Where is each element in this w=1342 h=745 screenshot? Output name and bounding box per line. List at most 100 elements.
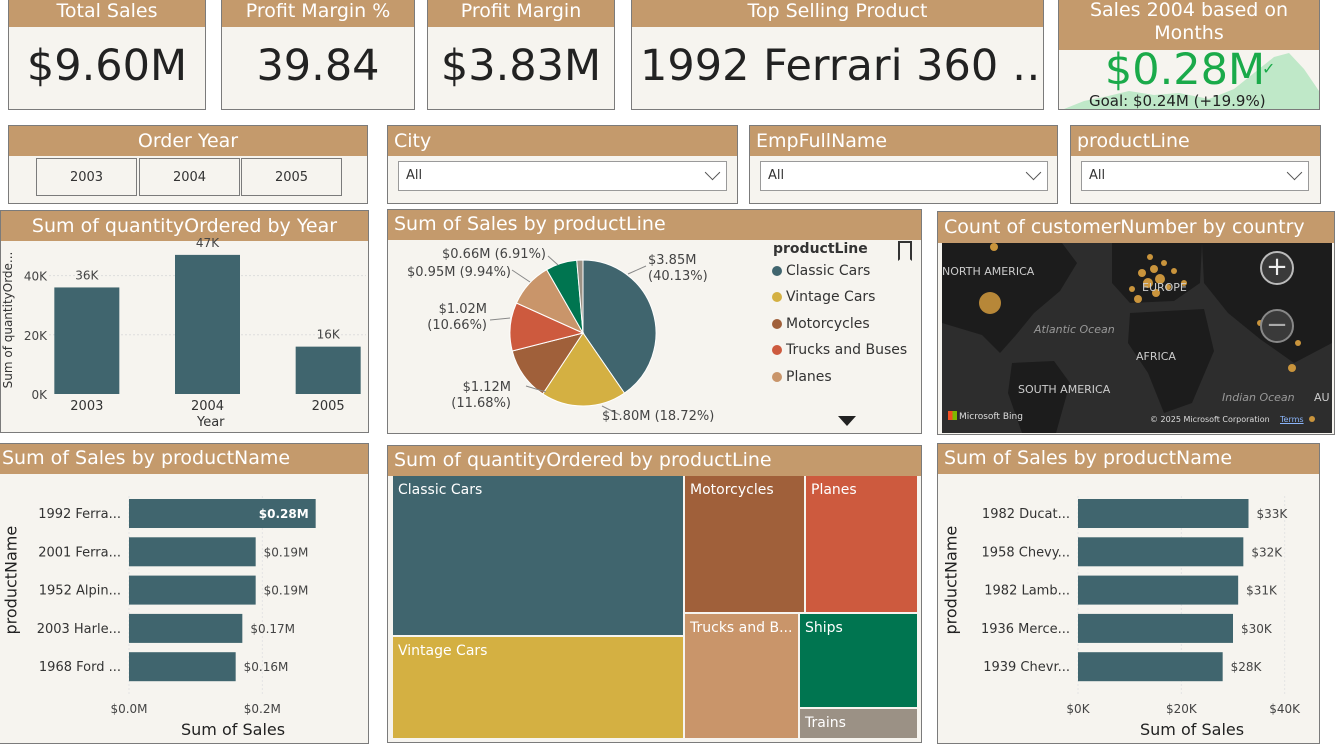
- pie-label: $0.95M (9.94%): [407, 265, 512, 280]
- pie-label: $1.12M (11.68%): [451, 380, 511, 411]
- kpi-title: Sales 2004 based on Months: [1059, 0, 1319, 50]
- treemap-tile-trucks[interactable]: Trucks and B...: [685, 614, 798, 738]
- kpi-title: Total Sales: [9, 0, 205, 27]
- data-label: $0.19M: [264, 545, 309, 559]
- treemap-tile-classic-cars[interactable]: Classic Cars: [393, 476, 683, 635]
- bing-logo: Microsoft Bing: [948, 411, 1023, 422]
- windows-icon: [948, 411, 957, 420]
- pie-slice: [542, 332, 626, 407]
- legend-item: Motorcycles: [772, 316, 870, 332]
- legend-label: Trucks and Buses: [786, 342, 908, 358]
- category-label: 2001 Ferra...: [38, 545, 121, 560]
- leader-line: [489, 317, 511, 321]
- bar: [1078, 499, 1249, 528]
- pie-chart: [489, 255, 657, 416]
- y-tick-label: 40K: [24, 270, 48, 284]
- terms-link[interactable]: Terms: [1280, 415, 1304, 424]
- legend-swatch: [772, 372, 782, 382]
- data-label: 16K: [317, 328, 341, 342]
- map-label: Atlantic Ocean: [1034, 323, 1115, 336]
- legend-label: Motorcycles: [786, 316, 870, 332]
- kpi-goal: Goal: $0.24M (+19.9%): [1089, 92, 1266, 110]
- brand-text: Microsoft Bing: [959, 412, 1023, 422]
- legend-scroll-down-icon[interactable]: [838, 416, 856, 426]
- legend-swatch: [772, 319, 782, 329]
- kpi-value: 39.84: [256, 41, 380, 91]
- category-label: 1939 Chevr...: [983, 660, 1070, 675]
- legend-item: Planes: [772, 369, 832, 385]
- x-tick-label: $0.2M: [244, 702, 281, 716]
- sales-by-product-right-card: Sum of Sales by productName $0K $20K $40K 1…: [937, 443, 1320, 744]
- qty-by-year-card: Sum of quantityOrdered by Year 0K 20K 40K 3…: [0, 210, 369, 433]
- treemap-tile-planes[interactable]: Planes: [806, 476, 917, 612]
- employee-dropdown[interactable]: All: [760, 161, 1048, 191]
- data-label: $0.17M: [250, 622, 295, 636]
- chevron-down-icon: [1286, 164, 1303, 181]
- category-label: 2003 Harle...: [37, 622, 121, 637]
- map-copyright: © 2025 Microsoft Corporation: [1150, 415, 1270, 424]
- zoom-out-button[interactable]: −: [1260, 309, 1294, 343]
- map-label: SOUTH AMERICA: [1018, 383, 1111, 396]
- y-axis-label: productName: [1, 525, 21, 635]
- treemap-tile-ships[interactable]: Ships: [800, 614, 917, 707]
- kpi-value: $3.83M: [440, 41, 602, 91]
- map-canvas[interactable]: NORTH AMERICA EUROPE Atlantic Ocean AFRI…: [942, 243, 1332, 433]
- slicer-title: Order Year: [9, 126, 367, 156]
- category-label: 1968 Ford ...: [39, 660, 121, 675]
- category-label: 1982 Ducat...: [982, 507, 1070, 522]
- map-label: Indian Ocean: [1222, 391, 1295, 404]
- category-label: 1958 Chevy...: [982, 545, 1070, 560]
- legend-label: Planes: [786, 369, 832, 385]
- treemap-tile-vintage-cars[interactable]: Vintage Cars: [393, 637, 683, 738]
- x-axis-label: Sum of Sales: [181, 720, 286, 739]
- dropdown-value: All: [406, 168, 423, 183]
- data-label: $0.28M: [259, 507, 309, 521]
- data-label: 36K: [75, 268, 99, 282]
- chart-title: Sum of quantityOrdered by Year: [1, 211, 368, 241]
- treemap-tile-trains[interactable]: Trains: [800, 709, 917, 738]
- dropdown-value: All: [768, 168, 785, 183]
- kpi-title: Profit Margin: [428, 0, 614, 27]
- map-label: EUROPE: [1142, 281, 1187, 294]
- data-label: $31K: [1246, 584, 1278, 598]
- chevron-down-icon: [704, 164, 721, 181]
- chart-title: Sum of quantityOrdered by productLine: [388, 446, 921, 476]
- x-tick-label: 2003: [70, 399, 103, 414]
- legend-item: Trucks and Buses: [772, 342, 907, 358]
- bar: [1078, 575, 1239, 605]
- city-dropdown[interactable]: All: [398, 161, 727, 191]
- checkmark-icon: ✓: [1262, 59, 1276, 78]
- bar: [129, 575, 256, 605]
- y-axis-label: Sum of quantityOrde...: [1, 251, 15, 389]
- data-label: $33K: [1257, 507, 1289, 521]
- year-button-2003[interactable]: 2003: [36, 158, 137, 196]
- slicer-city: City All: [387, 125, 738, 204]
- x-tick-label: $0.0M: [110, 702, 147, 716]
- y-axis-label: productName: [941, 525, 961, 635]
- year-button-2005[interactable]: 2005: [241, 158, 342, 196]
- kpi-sales-2004: Sales 2004 based on Months $0.28M ✓ Goal…: [1058, 0, 1320, 110]
- legend-swatch: [772, 266, 782, 276]
- leader-line: [525, 385, 547, 393]
- pie-label: $1.02M (10.66%): [427, 302, 487, 333]
- leader-line: [601, 405, 621, 416]
- zoom-in-button[interactable]: +: [1260, 251, 1294, 285]
- x-tick-label: $0K: [1066, 702, 1090, 716]
- year-button-2004[interactable]: 2004: [139, 158, 240, 196]
- bar: [129, 652, 236, 682]
- product-line-dropdown[interactable]: All: [1081, 161, 1309, 191]
- data-label: $0.19M: [264, 584, 309, 598]
- chart-title: Count of customerNumber by country: [938, 212, 1334, 243]
- x-axis-label: Sum of Sales: [1140, 720, 1245, 739]
- qty-by-year-chart: 0K 20K 40K 36K 2003 47K 2004 16K 2005: [24, 236, 366, 414]
- chart-title: Sum of Sales by productName: [938, 444, 1319, 474]
- x-tick-label: 2004: [191, 399, 224, 414]
- x-tick-label: $40K: [1269, 702, 1301, 716]
- pie-slice: [582, 259, 657, 394]
- legend-item: Classic Cars: [772, 263, 870, 279]
- map-label: AU: [1314, 391, 1330, 404]
- treemap-tile-motorcycles[interactable]: Motorcycles: [685, 476, 804, 612]
- category-label: 1982 Lamb...: [984, 584, 1070, 599]
- bar: [295, 346, 361, 394]
- bar: [175, 254, 240, 394]
